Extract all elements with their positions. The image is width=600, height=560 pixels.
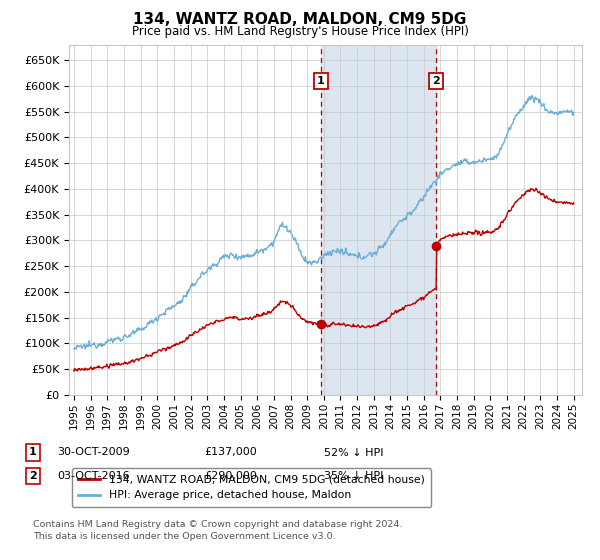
Text: 30-OCT-2009: 30-OCT-2009 bbox=[57, 447, 130, 458]
Text: £290,000: £290,000 bbox=[204, 471, 257, 481]
Text: 2: 2 bbox=[433, 76, 440, 86]
Text: Price paid vs. HM Land Registry's House Price Index (HPI): Price paid vs. HM Land Registry's House … bbox=[131, 25, 469, 38]
Text: 134, WANTZ ROAD, MALDON, CM9 5DG: 134, WANTZ ROAD, MALDON, CM9 5DG bbox=[133, 12, 467, 27]
Text: 1: 1 bbox=[317, 76, 325, 86]
Text: £137,000: £137,000 bbox=[204, 447, 257, 458]
Text: 03-OCT-2016: 03-OCT-2016 bbox=[57, 471, 130, 481]
Bar bbox=[321, 45, 436, 395]
Text: 1: 1 bbox=[29, 447, 37, 458]
Text: 35% ↓ HPI: 35% ↓ HPI bbox=[324, 471, 383, 481]
Text: 52% ↓ HPI: 52% ↓ HPI bbox=[324, 447, 383, 458]
Text: Contains HM Land Registry data © Crown copyright and database right 2024.
This d: Contains HM Land Registry data © Crown c… bbox=[33, 520, 403, 541]
Text: 2: 2 bbox=[29, 471, 37, 481]
Legend: 134, WANTZ ROAD, MALDON, CM9 5DG (detached house), HPI: Average price, detached : 134, WANTZ ROAD, MALDON, CM9 5DG (detach… bbox=[72, 469, 431, 507]
